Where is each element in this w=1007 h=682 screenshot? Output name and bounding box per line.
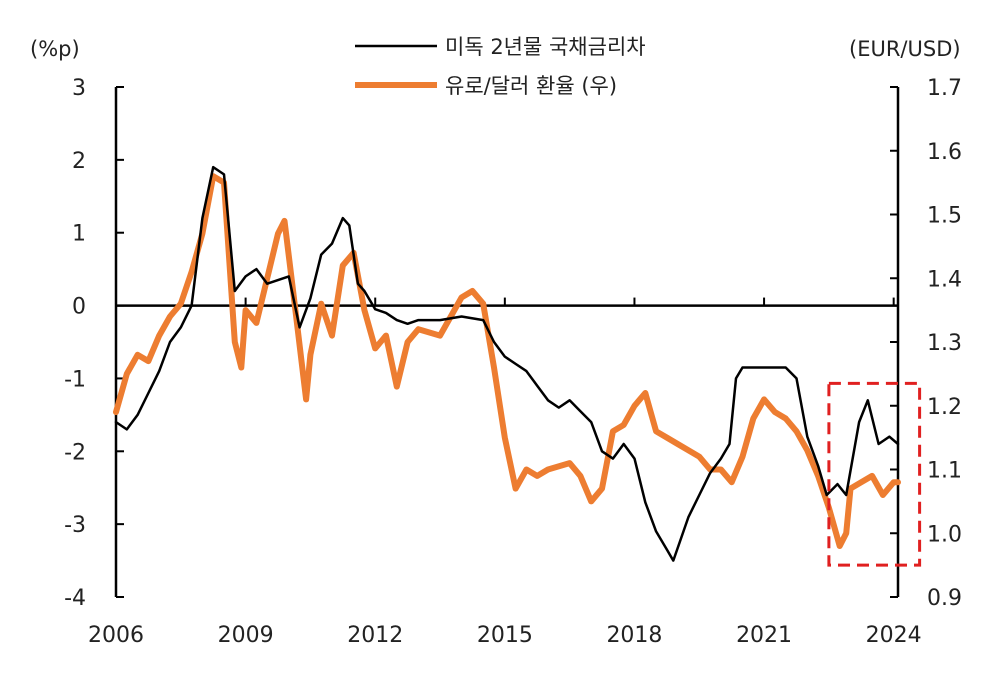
left-axis-unit-label: (%p) — [30, 37, 80, 61]
x-axis-tick-label: 2021 — [736, 623, 792, 648]
axes — [114, 86, 900, 598]
series-layer — [113, 165, 901, 562]
left-axis-tick-label: 3 — [72, 76, 86, 101]
right-axis-unit-label: (EUR/USD) — [849, 37, 961, 61]
left-axis-tick-label: -4 — [64, 586, 86, 611]
legend: 미독 2년물 국채금리차 유로/달러 환율 (우) — [355, 35, 646, 98]
right-axis-tick-label: 1.3 — [927, 331, 962, 356]
right-axis-tick-label: 1.1 — [927, 459, 962, 484]
right-axis-tick-label: 1.4 — [927, 267, 962, 292]
x-axis-tick-label: 2024 — [866, 623, 922, 648]
series-line-eurusd — [113, 173, 901, 549]
right-axis-tick-label: 1.5 — [927, 204, 962, 229]
left-axis-tick-label: -2 — [64, 440, 86, 465]
x-axis-tick-label: 2018 — [606, 623, 662, 648]
right-axis-tick-label: 1.6 — [927, 140, 962, 165]
legend-label-eurusd: 유로/달러 환율 (우) — [445, 74, 617, 98]
legend-label-spread: 미독 2년물 국채금리차 — [445, 35, 646, 59]
right-axis-tick-label: 0.9 — [927, 586, 962, 611]
series-line-spread — [114, 165, 900, 562]
x-axis-tick-label: 2015 — [477, 623, 533, 648]
left-axis-tick-label: -3 — [64, 513, 86, 538]
left-axis-tick-label: -1 — [64, 367, 86, 392]
right-axis-tick-label: 1.0 — [927, 522, 962, 547]
highlight-box — [827, 381, 922, 567]
right-axis-tick-label: 1.7 — [927, 76, 962, 101]
left-axis-tick-label: 1 — [72, 222, 86, 247]
left-axis-tick-label: 2 — [72, 149, 86, 174]
left-axis-tick-label: 0 — [72, 295, 86, 320]
right-axis-tick-label: 1.2 — [927, 395, 962, 420]
tick-labels: 3210-1-2-3-41.71.61.51.41.31.21.11.00.92… — [64, 76, 962, 648]
x-axis-tick-label: 2012 — [347, 623, 403, 648]
x-axis-tick-label: 2006 — [88, 623, 144, 648]
x-axis-tick-label: 2009 — [218, 623, 274, 648]
